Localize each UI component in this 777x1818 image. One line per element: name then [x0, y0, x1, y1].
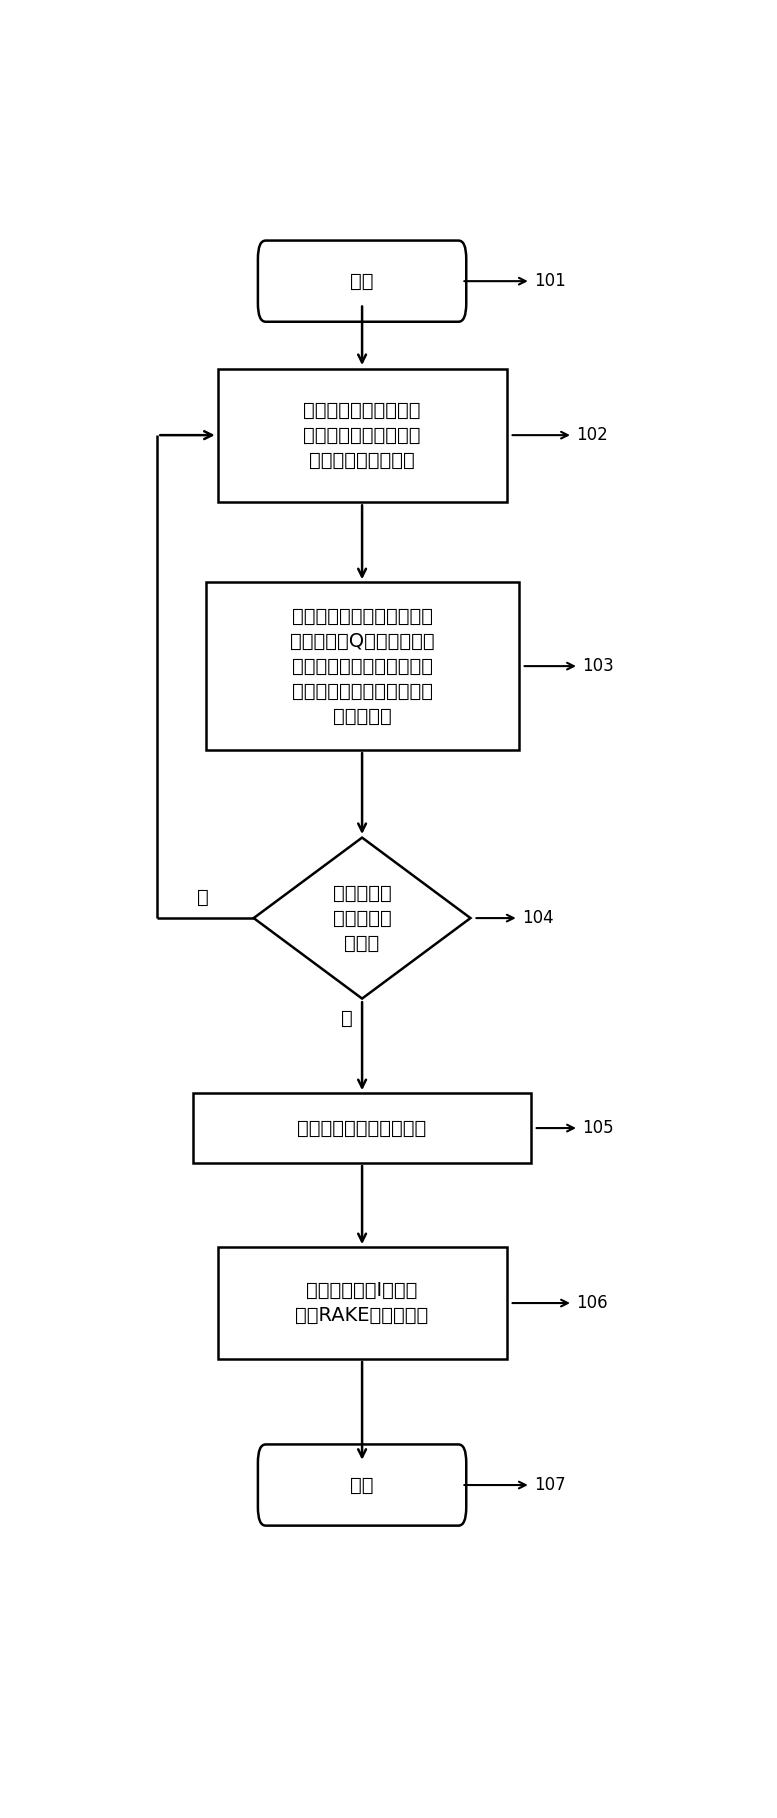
Text: 102: 102 — [576, 425, 608, 444]
Polygon shape — [253, 838, 471, 998]
Text: 105: 105 — [582, 1120, 614, 1136]
Text: 101: 101 — [534, 273, 566, 291]
Text: 决定用来波束形成的权值: 决定用来波束形成的权值 — [298, 1118, 427, 1138]
Text: 107: 107 — [534, 1476, 566, 1494]
Text: 否: 否 — [197, 887, 208, 907]
FancyBboxPatch shape — [218, 1247, 507, 1360]
Text: 在第一个时隙导频位期
间把已知的导频符号重
扩，求出次最优权值: 在第一个时隙导频位期 间把已知的导频符号重 扩，求出次最优权值 — [303, 400, 421, 469]
FancyBboxPatch shape — [218, 369, 507, 502]
Text: 最小均方误
差是否满足
要求？: 最小均方误 差是否满足 要求？ — [333, 884, 392, 953]
Text: 对上行信道的I路数据
进行RAKE合并，解码: 对上行信道的I路数据 进行RAKE合并，解码 — [295, 1282, 429, 1325]
FancyBboxPatch shape — [258, 240, 466, 322]
Text: 开始: 开始 — [350, 271, 374, 291]
FancyBboxPatch shape — [193, 1093, 531, 1164]
Text: 结束: 结束 — [350, 1476, 374, 1494]
FancyBboxPatch shape — [205, 582, 519, 751]
Text: 是: 是 — [341, 1009, 353, 1029]
Text: 以次最优权值为初值，解扩
出上行信道Q路的信息位和
利用已知的导频位，将之重
扩，利用最小均方误差准则
迭代出权值: 以次最优权值为初值，解扩 出上行信道Q路的信息位和 利用已知的导频位，将之重 扩… — [290, 607, 434, 725]
Text: 103: 103 — [582, 656, 614, 674]
Text: 104: 104 — [521, 909, 553, 927]
FancyBboxPatch shape — [258, 1445, 466, 1525]
Text: 106: 106 — [576, 1294, 608, 1313]
